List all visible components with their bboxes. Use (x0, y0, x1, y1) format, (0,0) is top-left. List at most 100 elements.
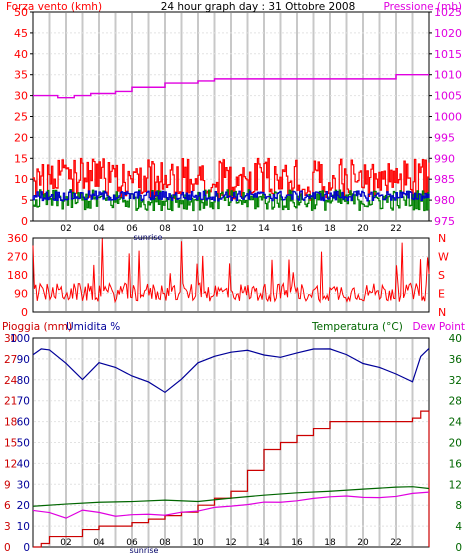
pressure-tick-label: 975 (434, 215, 455, 228)
hour-tick-label: 12 (225, 224, 236, 234)
humidity-axis-title: Umidita % (66, 321, 120, 333)
degree-tick-label: 270 (7, 251, 28, 264)
temperature-tick-label: 32 (449, 375, 462, 387)
humidity-tick-label: 100 (10, 333, 30, 345)
wind-axis-ticks: 0 5 10 15 20 25 30 35 40 45 50 (14, 6, 33, 228)
hour-tick-label: 08 (159, 224, 171, 234)
pressure-tick-label: 1025 (434, 6, 462, 19)
wind-axis-title: Forza vento (kmh) (6, 1, 102, 13)
hour-tick-label: 02 (60, 538, 71, 548)
hour-tick-label: 02 (60, 224, 71, 234)
humidity-tick-label: 40 (17, 458, 30, 470)
degree-tick-label: 0 (21, 306, 28, 319)
temperature-tick-label: 24 (449, 417, 463, 429)
wind-tick-label: 30 (14, 90, 28, 103)
sunrise-label-bottom: sunrise (130, 546, 159, 555)
wind-tick-label: 15 (14, 152, 28, 165)
pressure-line (33, 74, 429, 99)
hour-tick-label: 06 (126, 224, 138, 234)
hour-tick-label: 12 (225, 538, 236, 548)
temperature-tick-label: 40 (449, 333, 462, 345)
rain-axis-title: Pioggia (mm) (2, 321, 72, 333)
hour-tick-label: 14 (258, 538, 270, 548)
humidity-tick-label: 80 (17, 375, 30, 387)
temperature-line (32, 486, 430, 507)
pressure-tick-label: 985 (434, 173, 455, 186)
panel1-grid (34, 13, 428, 220)
temperature-tick-label: 20 (449, 438, 462, 450)
compass-tick-label: S (438, 269, 445, 282)
compass-tick-label: E (438, 288, 445, 301)
humidity-tick-label: 50 (17, 438, 30, 450)
rain-tick-label: 30 (4, 333, 17, 345)
direction-degree-ticks: 0 90 180 270 360 (7, 232, 28, 319)
dewpoint-axis-title: Dew Point (412, 321, 465, 333)
rain-tick-label: 12 (4, 458, 17, 470)
hour-tick-label: 10 (192, 224, 204, 234)
rain-tick-label: 24 (4, 375, 18, 387)
pressure-tick-label: 1015 (434, 48, 462, 61)
rain-tick-label: 27 (4, 354, 17, 366)
hour-tick-label: 18 (324, 538, 336, 548)
panel3-series (32, 348, 430, 548)
humidity-tick-label: 30 (17, 479, 30, 491)
wind-gust-line (32, 157, 430, 201)
rain-axis-ticks: 0 3 6 9 12 15 18 21 24 27 30 (4, 333, 18, 554)
pressure-axis-ticks: 975 980 985 990 995 1000 1005 1010 1015 1020 1025 (429, 6, 462, 228)
panel1-x-ticks: 02 04 06 08 10 12 14 16 18 20 22 (60, 224, 401, 234)
pressure-tick-label: 1010 (434, 69, 462, 82)
hour-tick-label: 20 (357, 224, 369, 234)
pressure-tick-label: 990 (434, 152, 455, 165)
hour-tick-label: 06 (126, 538, 138, 548)
compass-tick-label: W (438, 251, 449, 264)
rain-tick-label: 18 (4, 417, 17, 429)
temperature-axis-ticks: 0 4 8 12 16 20 24 28 32 36 40 (449, 333, 463, 554)
temperature-tick-label: 28 (449, 396, 462, 408)
humidity-tick-label: 70 (17, 396, 30, 408)
wind-series (32, 157, 430, 212)
temperature-tick-label: 0 (455, 542, 462, 554)
chart-title: 24 hour graph day : 31 Ottobre 2008 (161, 1, 356, 13)
humidity-tick-label: 60 (17, 417, 30, 429)
wind-tick-label: 35 (14, 69, 28, 82)
humidity-line (32, 348, 430, 394)
wind-tick-label: 50 (14, 6, 28, 19)
temperature-tick-label: 36 (449, 354, 463, 366)
hour-tick-label: 16 (291, 224, 303, 234)
temperature-tick-label: 16 (449, 458, 463, 470)
wind-tick-label: 0 (21, 215, 28, 228)
sunrise-label-top: sunrise (134, 233, 163, 242)
humidity-tick-label: 20 (17, 500, 30, 512)
pressure-tick-label: 995 (434, 131, 455, 144)
rain-tick-label: 6 (4, 500, 11, 512)
hour-tick-label: 10 (192, 538, 204, 548)
wind-tick-label: 10 (14, 173, 28, 186)
panel1-series (33, 74, 429, 99)
humidity-tick-label: 0 (23, 542, 30, 554)
wind-tick-label: 20 (14, 131, 28, 144)
humidity-tick-label: 10 (17, 521, 30, 533)
pressure-tick-label: 1005 (434, 90, 462, 103)
hour-tick-label: 22 (390, 538, 401, 548)
wind-direction-line (32, 238, 430, 304)
hour-tick-label: 08 (159, 538, 171, 548)
rain-tick-label: 3 (4, 521, 11, 533)
hour-tick-label: 22 (390, 224, 401, 234)
wind-tick-label: 45 (14, 27, 28, 40)
hour-tick-label: 04 (93, 538, 105, 548)
hour-tick-label: 16 (291, 538, 303, 548)
wind-tick-label: 25 (14, 111, 28, 124)
temperature-tick-label: 4 (455, 521, 462, 533)
compass-tick-label: N (438, 232, 446, 245)
humidity-axis-ticks: 0 10 20 30 40 50 60 70 80 90 100 (10, 333, 30, 554)
rain-tick-label: 9 (4, 479, 11, 491)
temperature-tick-label: 8 (455, 500, 462, 512)
wind-tick-label: 5 (21, 194, 28, 207)
compass-tick-label: N (438, 306, 446, 319)
wind-tick-label: 40 (14, 48, 28, 61)
pressure-axis-title: Pressione (mb) (383, 1, 462, 13)
pressure-tick-label: 1020 (434, 27, 462, 40)
